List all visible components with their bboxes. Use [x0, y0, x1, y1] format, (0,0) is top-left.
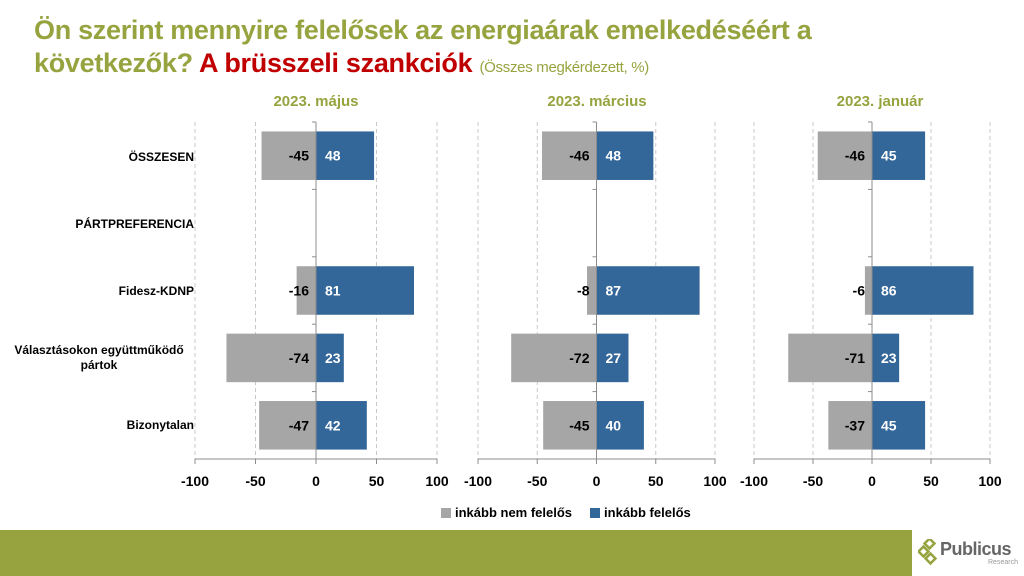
- bar-negative: [226, 333, 316, 383]
- bar-positive: [872, 401, 926, 450]
- x-tick-label: 50: [648, 473, 664, 489]
- data-label-positive: 40: [606, 417, 622, 433]
- title-accent: A brüsszeli szankciók: [198, 48, 473, 78]
- bar-positive: [596, 401, 644, 450]
- panel-title-may: 2023. május: [273, 93, 359, 110]
- data-label-negative: -45: [289, 148, 309, 164]
- data-label-positive: 27: [606, 350, 622, 366]
- bar-positive: [872, 266, 974, 315]
- category-label: PÁRTPREFERENCIA: [75, 217, 194, 231]
- panel-title-march: 2023. március: [547, 93, 647, 110]
- publicus-logo: Publicus Research: [918, 537, 1024, 573]
- title-line2: következők?: [34, 48, 199, 78]
- bar-positive: [316, 401, 367, 450]
- bar-negative: [261, 131, 316, 180]
- logo-subtext: Research: [988, 559, 1018, 566]
- data-label-negative: -8: [577, 283, 590, 299]
- x-tick-label: 100: [425, 473, 449, 489]
- data-label-negative: -6: [853, 283, 866, 299]
- bar-positive: [872, 333, 900, 383]
- data-label-positive: 45: [881, 417, 897, 433]
- x-tick-label: -50: [245, 473, 265, 489]
- panel-title-january: 2023. január: [836, 93, 924, 110]
- data-label-positive: 45: [881, 148, 897, 164]
- chart-title: Ön szerint mennyire felelősek az energia…: [34, 14, 934, 84]
- data-label-positive: 81: [325, 283, 341, 299]
- data-label-negative: -47: [289, 417, 309, 433]
- data-label-negative: -46: [845, 148, 865, 164]
- legend-swatch-blue: [590, 507, 601, 518]
- bar-positive: [596, 131, 654, 180]
- data-label-positive: 23: [881, 350, 897, 366]
- bar-negative: [259, 401, 316, 450]
- legend-item-responsible: inkább felelős: [590, 505, 691, 520]
- bar-negative: [817, 131, 872, 180]
- x-tick-label: -100: [181, 473, 209, 489]
- bar-negative: [587, 266, 597, 315]
- x-tick-label: -50: [803, 473, 823, 489]
- bar-negative: [541, 131, 597, 180]
- bar-positive: [872, 131, 926, 180]
- data-label-positive: 48: [325, 148, 341, 164]
- logo-diamonds-icon: [918, 539, 938, 566]
- data-label-positive: 87: [606, 283, 622, 299]
- data-label-positive: 42: [325, 417, 341, 433]
- footer-bar: [0, 530, 912, 576]
- data-label-negative: -16: [289, 283, 309, 299]
- title-line1: Ön szerint mennyire felelősek az energia…: [34, 15, 812, 45]
- data-label-positive: 48: [606, 148, 622, 164]
- bar-positive: [596, 266, 700, 315]
- x-tick-label: 50: [923, 473, 939, 489]
- legend-label: inkább felelős: [604, 505, 691, 520]
- data-label-positive: 86: [881, 283, 897, 299]
- title-subtitle: (Összes megkérdezett, %): [479, 59, 650, 76]
- bar-negative: [511, 333, 597, 383]
- x-tick-label: -100: [464, 473, 492, 489]
- x-tick-label: 0: [312, 473, 320, 489]
- x-tick-label: 0: [868, 473, 876, 489]
- bar-negative: [828, 401, 872, 450]
- category-label: ÖSSZESEN: [128, 150, 194, 164]
- bar-positive: [316, 266, 415, 315]
- x-tick-label: -100: [740, 473, 768, 489]
- bar-positive: [316, 333, 344, 383]
- bar-positive: [596, 333, 629, 383]
- bar-negative: [543, 401, 597, 450]
- data-label-negative: -37: [845, 417, 865, 433]
- category-label: Fidesz-KDNP: [118, 284, 194, 298]
- bar-positive: [316, 131, 375, 180]
- logo-text: Publicus: [940, 539, 1012, 559]
- data-label-negative: -45: [569, 417, 589, 433]
- legend-label: inkább nem felelős: [455, 505, 573, 520]
- legend-swatch-gray: [441, 507, 451, 518]
- bar-negative: [788, 333, 872, 383]
- category-label: Bizonytalan: [126, 418, 194, 432]
- legend-item-not-responsible: inkább nem felelős: [441, 505, 572, 520]
- x-tick-label: -50: [527, 473, 547, 489]
- x-tick-label: 50: [369, 473, 385, 489]
- data-label-negative: -46: [569, 148, 589, 164]
- legend: inkább nem felelős inkább felelős: [441, 505, 691, 520]
- bar-negative: [864, 266, 872, 315]
- x-tick-label: 0: [593, 473, 601, 489]
- data-label-negative: -71: [845, 350, 865, 366]
- bar-negative: [296, 266, 316, 315]
- data-label-negative: -74: [289, 350, 309, 366]
- x-tick-label: 100: [978, 473, 1002, 489]
- data-label-positive: 23: [325, 350, 341, 366]
- chart-area: -45 48 -16 81 -74 23 -47 42 -100 -50 0 50 100 -46 48 -8…: [181, 121, 1002, 489]
- data-label-negative: -72: [569, 350, 589, 366]
- x-tick-label: 100: [703, 473, 727, 489]
- category-label: Választásokon együttműködő pártok: [14, 343, 184, 372]
